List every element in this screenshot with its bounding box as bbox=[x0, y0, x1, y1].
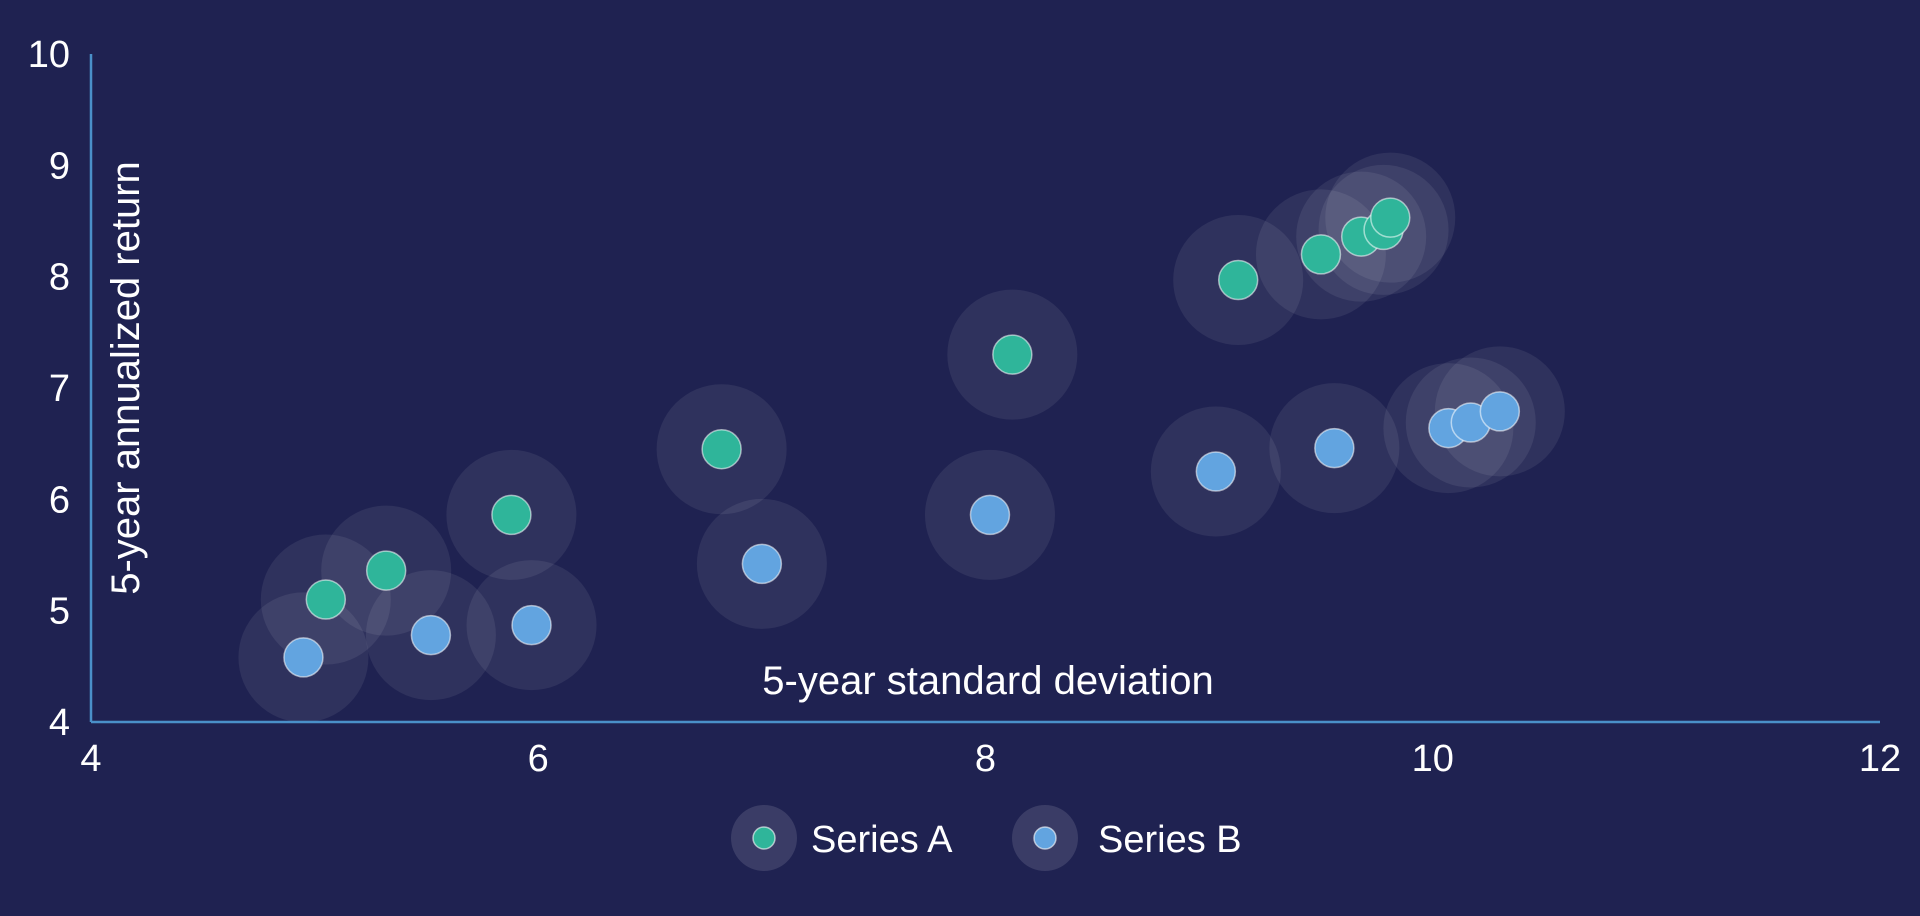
legend-series-a-marker bbox=[752, 826, 776, 850]
y-tick-label: 7 bbox=[49, 368, 70, 410]
series-b-point[interactable] bbox=[969, 494, 1011, 536]
x-axis-label: 5-year standard deviation bbox=[762, 659, 1213, 703]
legend-series-b-label: Series B bbox=[1098, 819, 1242, 861]
y-tick-label: 8 bbox=[49, 257, 70, 299]
series-a-point[interactable] bbox=[365, 550, 407, 591]
legend-series-b-marker bbox=[1033, 826, 1057, 850]
series-a-point[interactable] bbox=[305, 579, 347, 620]
series-b-point[interactable] bbox=[511, 604, 552, 646]
x-tick-label: 12 bbox=[1859, 738, 1901, 780]
y-tick-label: 9 bbox=[49, 145, 70, 187]
series-b-point[interactable] bbox=[741, 543, 783, 585]
series-a-point[interactable] bbox=[1217, 259, 1259, 301]
y-tick-label: 6 bbox=[49, 479, 70, 521]
series-a-point[interactable] bbox=[701, 428, 742, 470]
series-b-point[interactable] bbox=[1195, 451, 1237, 492]
x-tick-labels: 4 6 8 10 12 bbox=[80, 738, 1901, 780]
y-tick-label: 10 bbox=[28, 34, 70, 76]
series-b-point[interactable] bbox=[283, 637, 324, 678]
series-b-point[interactable] bbox=[1479, 391, 1521, 432]
y-tick-label: 4 bbox=[49, 702, 70, 744]
legend-series-a-label: Series A bbox=[811, 819, 953, 861]
series-b-point[interactable] bbox=[410, 614, 452, 656]
y-tick-label: 5 bbox=[49, 591, 70, 633]
series-a-point[interactable] bbox=[992, 334, 1033, 375]
x-tick-label: 4 bbox=[80, 738, 101, 780]
y-tick-labels: 4 5 6 7 8 9 10 bbox=[28, 34, 70, 744]
series-a-point[interactable] bbox=[491, 494, 532, 536]
legend: Series A Series B bbox=[731, 805, 1242, 871]
series-a-point[interactable] bbox=[1300, 234, 1342, 275]
x-tick-label: 6 bbox=[528, 738, 549, 780]
x-tick-label: 8 bbox=[975, 738, 996, 780]
marker-layer bbox=[283, 197, 1521, 678]
series-b-point[interactable] bbox=[1314, 427, 1355, 469]
series-a-point[interactable] bbox=[1370, 197, 1411, 238]
y-axis-label: 5-year annualized return bbox=[104, 161, 148, 595]
x-tick-label: 10 bbox=[1412, 738, 1454, 780]
